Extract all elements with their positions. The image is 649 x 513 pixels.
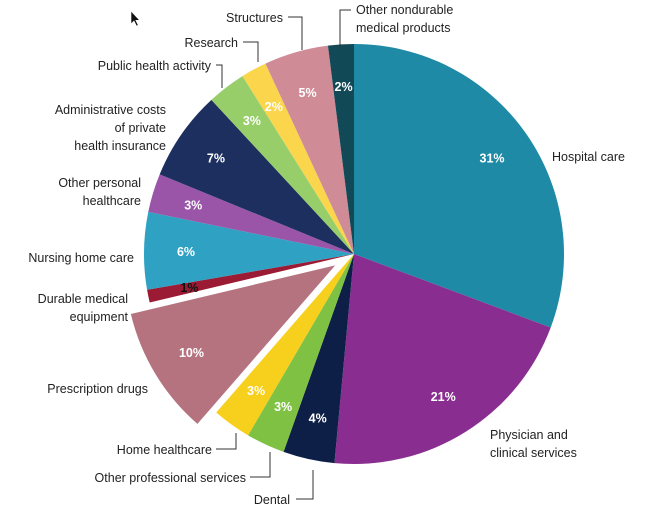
pie-slice-other-personal-healthcare [148,174,354,254]
category-label-durable-medical-equipment-line-1: Durable medical [38,292,128,306]
leader-line-research [243,41,259,62]
category-label-other-nondurable-medical-products-line-1: Other nondurable [356,3,453,17]
category-label-public-health-activity: Public health activity [98,59,212,73]
category-label-dental: Dental [254,493,290,507]
category-label-home-healthcare: Home healthcare [117,443,212,457]
pie-slice-structures [265,45,354,255]
pie-slices [130,44,564,464]
category-label-administrative-costs-of-private-health-insurance-line-3: health insurance [74,139,166,153]
pie-slice-hospital-care [354,44,564,328]
percent-label-nursing-home-care: 6% [177,245,195,259]
leader-line-home-healthcare [216,433,237,450]
pie-slice-public-health-activity [211,76,354,255]
category-label-physician-and-clinical-services-line-1: Physician and [490,428,568,442]
leader-lines [216,9,351,500]
percent-label-prescription-drugs: 10% [179,346,204,360]
pie-slice-other-nondurable-medical-products [327,44,354,254]
leader-line-other-professional-services [250,452,271,478]
category-label-research: Research [185,36,239,50]
pie-slice-other-professional-services [248,254,354,452]
percent-label-other-nondurable-medical-products: 2% [335,80,353,94]
category-label-durable-medical-equipment-line-2: equipment [70,310,129,324]
category-label-other-personal-healthcare-line-1: Other personal [58,176,141,190]
percent-label-public-health-activity: 3% [243,114,261,128]
category-label-administrative-costs-of-private-health-insurance-line-1: Administrative costs [55,103,166,117]
percent-label-other-professional-services: 3% [274,400,292,414]
category-label-other-nondurable-medical-products-line-2: medical products [356,21,451,35]
category-label-physician-and-clinical-services-line-2: clinical services [490,446,577,460]
category-label-other-professional-services: Other professional services [95,471,246,485]
pie-slice-prescription-drugs [130,265,336,424]
category-label-hospital-care: Hospital care [552,150,625,164]
pie-slice-nursing-home-care [144,211,354,290]
category-label-administrative-costs-of-private-health-insurance-line-2: of private [115,121,166,135]
pie-slice-home-healthcare [216,254,354,436]
pie-slice-dental [283,254,354,464]
percent-label-other-personal-healthcare: 3% [184,199,202,213]
category-label-prescription-drugs: Prescription drugs [47,382,148,396]
percent-label-physician-and-clinical-services: 21% [431,390,456,404]
percent-label-durable-medical-equipment: 1% [180,281,198,295]
leader-line-structures [288,16,303,50]
pie-slice-durable-medical-equipment [147,254,354,303]
percent-label-research: 2% [265,100,283,114]
leader-line-other-nondurable-medical-products [339,9,351,48]
mouse-cursor-icon [130,10,141,27]
category-label-other-personal-healthcare-line-2: healthcare [83,194,141,208]
percent-label-dental: 4% [309,412,327,426]
category-label-nursing-home-care: Nursing home care [28,251,134,265]
category-label-structures: Structures [226,11,283,25]
pie-slice-research [242,63,354,254]
percent-label-administrative-costs-of-private-health-insurance: 7% [207,152,225,166]
category-labels: Hospital care Physician and clinical servi… [28,3,625,507]
percent-label-home-healthcare: 3% [247,384,265,398]
percent-label-structures: 5% [299,86,317,100]
leader-line-public-health-activity [216,64,223,88]
leader-line-dental [296,470,314,500]
pie-slice-physician-and-clinical-services [334,254,551,464]
pie-slice-administrative-costs-of-private-health-insurance [159,99,354,254]
percent-label-hospital-care: 31% [480,152,505,166]
percent-labels: 31% 21% 4% 3% 3% 10% 1% 6% 3% 7% 3% 2% 5% 2% [177,80,505,426]
